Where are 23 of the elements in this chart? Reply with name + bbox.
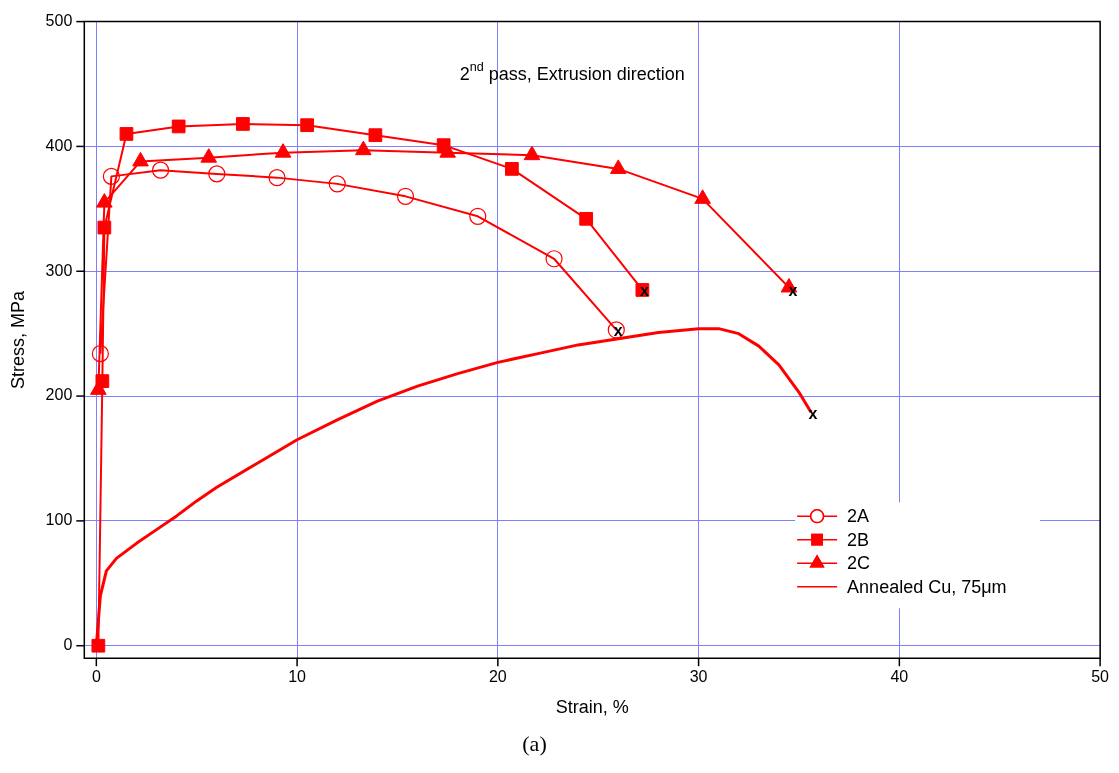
legend-label: Annealed Cu, 75μm (847, 576, 1007, 597)
text: (a) (522, 730, 547, 756)
y-tick-label: 100 (45, 511, 73, 529)
y-tick-label: 500 (45, 12, 73, 30)
y-tick-label: 200 (45, 386, 73, 404)
x-tick-label: 20 (488, 668, 507, 686)
x-tick-label: 40 (890, 668, 909, 686)
x-tick-label: 50 (1091, 668, 1110, 686)
annotation: x (613, 322, 623, 340)
legend-label: 2B (847, 529, 870, 550)
x-tick-label: 30 (689, 668, 708, 686)
x-tick-label: 10 (288, 668, 307, 686)
annotation: x (788, 282, 798, 300)
y-tick-label: 400 (45, 136, 73, 154)
y-tick-label: 0 (63, 636, 73, 654)
annotation: x (808, 404, 818, 422)
legend-label: 2A (847, 506, 870, 527)
annotation: x (639, 282, 649, 300)
legend-label: 2C (847, 553, 871, 574)
x-axis-title: Strain, % (555, 697, 629, 718)
y-axis-title: Stress, MPa (7, 289, 28, 389)
x-tick-label: 0 (91, 668, 101, 686)
y-tick-label: 300 (45, 261, 73, 279)
